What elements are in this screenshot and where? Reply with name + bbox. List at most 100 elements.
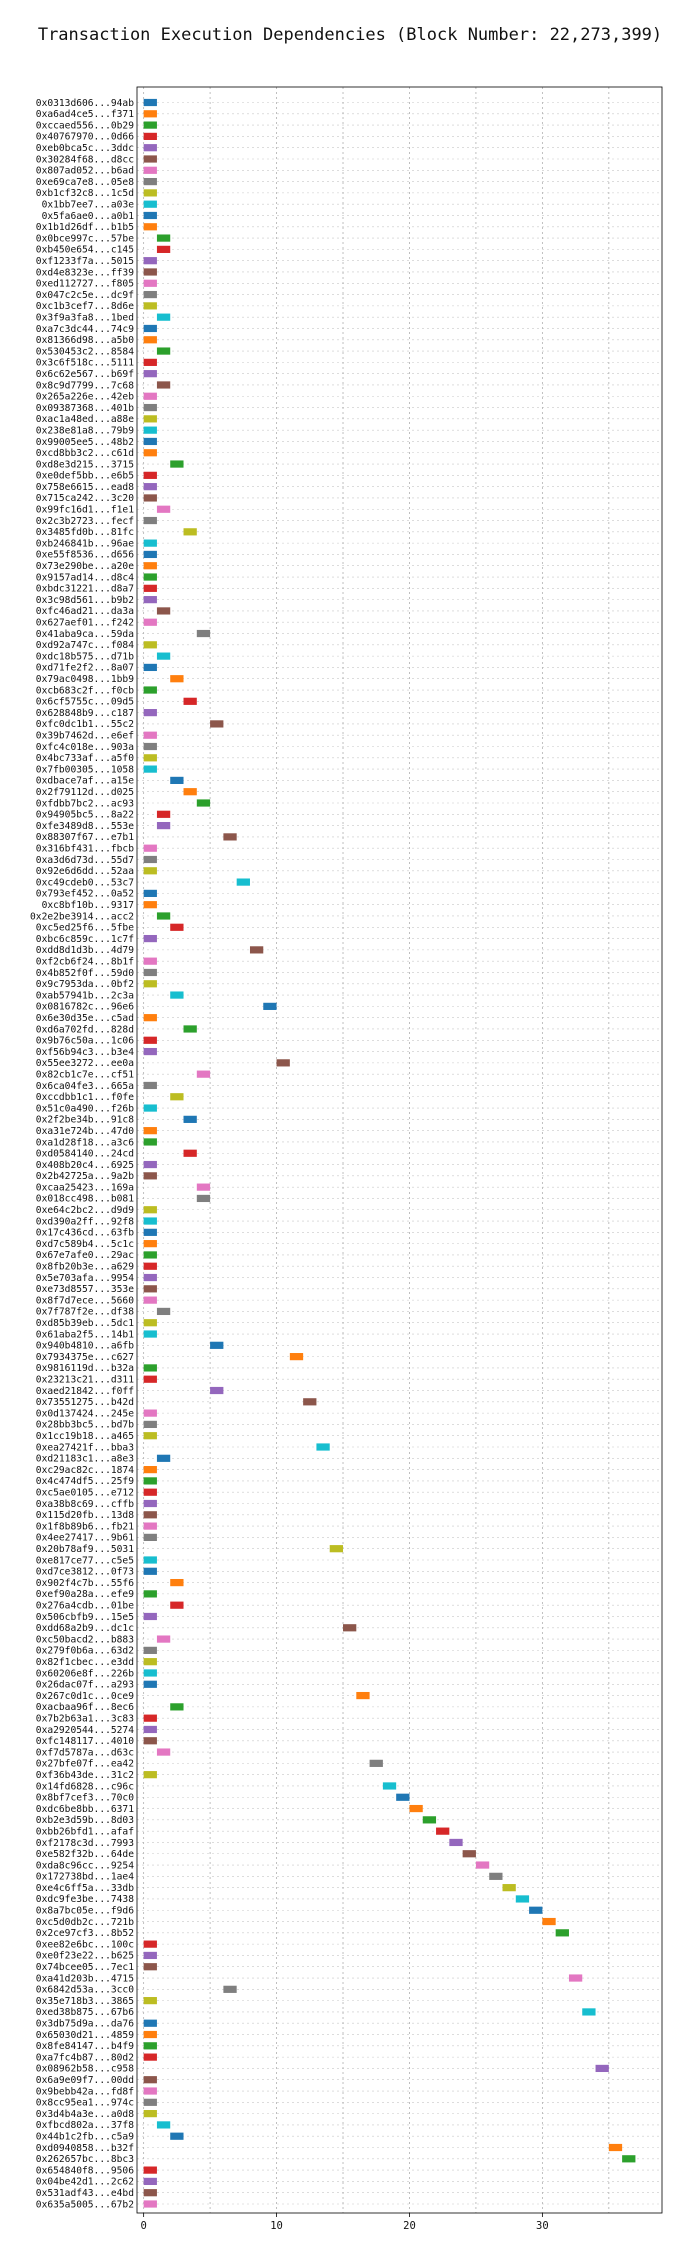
transaction-bar <box>343 1624 357 1632</box>
transaction-bar <box>210 1386 224 1395</box>
transaction-bar <box>143 1409 157 1417</box>
transaction-label: 0xed38b875...67b6 <box>36 2007 134 2018</box>
transaction-label: 0x2e2be3914...acc2 <box>30 911 134 922</box>
transaction-label: 0x7f787f2e...df38 <box>36 1307 134 1318</box>
transaction-bar <box>449 1838 463 1847</box>
transaction-label: 0x60206e8f...226b <box>36 1668 134 1679</box>
transaction-bar <box>183 788 197 796</box>
transaction-bar <box>156 821 171 830</box>
transaction-bar <box>143 1228 157 1236</box>
transaction-bar <box>143 539 157 547</box>
transaction-bar <box>143 2019 157 2027</box>
transaction-label: 0x940b4810...a6fb <box>36 1341 134 1352</box>
transaction-bar <box>143 437 157 446</box>
transaction-label: 0x262657bc...8bc3 <box>36 2154 134 2165</box>
transaction-bar <box>156 2121 171 2129</box>
transaction-label: 0xbc6c859c...1c7f <box>36 934 134 945</box>
transaction-label: 0xf2178c3d...7993 <box>36 1838 134 1849</box>
transaction-label: 0x26dac07f...a293 <box>36 1680 134 1691</box>
transaction-label: 0xfc4c018e...903a <box>36 742 134 753</box>
transaction-label: 0xc50bacd2...b883 <box>36 1634 134 1645</box>
transaction-bar <box>143 1466 157 1474</box>
transaction-label: 0xa7fc4b87...80d2 <box>36 2052 134 2063</box>
transaction-label: 0xfe3489d8...553e <box>36 821 134 832</box>
transaction-bar <box>409 1804 423 1813</box>
transaction-bar <box>196 629 211 638</box>
transaction-bar <box>143 1217 157 1225</box>
transaction-bar <box>143 1285 157 1293</box>
transaction-bar <box>422 1816 437 1824</box>
transaction-label: 0xc5ae0105...e712 <box>36 1488 134 1499</box>
transaction-label: 0xe64c2bc2...d9d9 <box>36 1205 134 1216</box>
transaction-label: 0xdd8d1d3b...4d79 <box>36 945 134 956</box>
transaction-bar <box>143 1567 157 1575</box>
transaction-bar <box>143 426 157 434</box>
transaction-bar <box>236 878 250 886</box>
transaction-bar <box>143 709 157 717</box>
transaction-label: 0x3c6f518c...5111 <box>36 358 134 369</box>
transaction-label: 0x28bb3bc5...bd7b <box>36 1420 134 1431</box>
transaction-bar <box>143 584 157 592</box>
transaction-label: 0xcd8bb3c2...c61d <box>36 448 134 459</box>
transaction-bar <box>143 1477 157 1485</box>
transaction-label: 0x0816782c...96e6 <box>36 1002 134 1013</box>
transaction-label: 0x7b2b63a1...3c83 <box>36 1713 134 1724</box>
transaction-label: 0x55ee3272...ee0a <box>36 1058 134 1069</box>
transaction-bar <box>156 1748 171 1756</box>
transaction-label: 0x74bcee05...7ec1 <box>36 1962 134 1973</box>
transaction-bar <box>515 1895 530 1903</box>
transaction-bar <box>608 2143 623 2152</box>
transaction-bar <box>156 381 171 389</box>
transaction-bars <box>143 98 636 2208</box>
transaction-label: 0x3485fd0b...81fc <box>36 527 134 538</box>
transaction-label: 0x6842d53a...3cc0 <box>36 1985 134 1996</box>
transaction-bar <box>170 1093 184 1101</box>
transaction-label: 0xdc18b575...d71b <box>36 651 134 662</box>
transaction-bar <box>183 1115 197 1123</box>
transaction-label: 0xcb683c2f...f0cb <box>36 685 134 696</box>
transaction-bar <box>143 290 157 299</box>
transaction-bar <box>143 901 157 909</box>
transaction-label: 0xf56b94c3...b3e4 <box>36 1047 134 1058</box>
transaction-label: 0xdd68a2b9...dc1c <box>36 1623 134 1634</box>
transaction-bar <box>143 867 157 875</box>
transaction-label: 0xdbace7af...a15e <box>36 776 134 787</box>
transaction-label: 0xe55f8536...d656 <box>36 550 134 561</box>
transaction-bar <box>156 347 171 355</box>
transaction-label: 0xa1d28f18...a3c6 <box>36 1137 134 1148</box>
x-tick-label: 20 <box>403 2220 416 2232</box>
transaction-label: 0xd7c589b4...5c1c <box>36 1239 134 1250</box>
transaction-label: 0x408b20c4...6925 <box>36 1160 134 1171</box>
transaction-label: 0x73551275...b42d <box>36 1397 134 1408</box>
plot-area <box>136 86 663 2214</box>
transaction-bar <box>143 1590 157 1598</box>
transaction-bar <box>143 516 157 525</box>
transaction-label: 0x2b42725a...9a2b <box>36 1171 134 1182</box>
transaction-bar <box>143 1737 157 1745</box>
transaction-label: 0xd390a2ff...92f8 <box>36 1216 134 1227</box>
transaction-label: 0xea27421f...bba3 <box>36 1442 134 1453</box>
transaction-bar <box>582 2008 596 2016</box>
transaction-label: 0xda8c96cc...9254 <box>36 1860 134 1871</box>
transaction-bar <box>223 833 237 841</box>
transaction-label: 0xd6a702fd...828d <box>36 1024 134 1035</box>
transaction-label: 0xdc6be8bb...6371 <box>36 1804 134 1815</box>
transaction-label: 0xe69ca7e8...05e8 <box>36 177 134 188</box>
transaction-label: 0xe0def5bb...e6b5 <box>36 471 134 482</box>
transaction-label: 0x3c98d561...b9b2 <box>36 595 134 606</box>
transaction-bar <box>170 923 184 931</box>
transaction-label: 0x172738bd...1ae4 <box>36 1872 134 1883</box>
transaction-bar <box>143 1669 157 1677</box>
transaction-bar <box>143 889 157 897</box>
transaction-bar <box>143 1499 157 1508</box>
transaction-label: 0xe582f32b...64de <box>36 1849 134 1860</box>
transaction-bar <box>143 200 157 208</box>
transaction-bar <box>143 1036 157 1044</box>
transaction-label: 0xc8bf10b...9317 <box>42 900 135 911</box>
transaction-bar <box>143 302 157 310</box>
transaction-label: 0x2f79112d...d025 <box>36 787 134 798</box>
transaction-label: 0x0d137424...245e <box>36 1408 134 1419</box>
transaction-label: 0x3f9a3fa8...1bed <box>36 312 134 323</box>
transaction-label: 0xc49cdeb0...53c7 <box>36 877 134 888</box>
